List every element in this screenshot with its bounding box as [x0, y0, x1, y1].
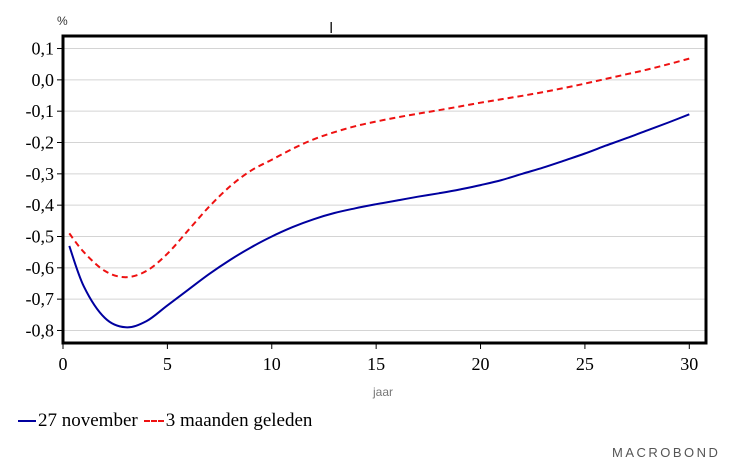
plot-frame	[61, 34, 708, 345]
y-tick-label: -0,3	[26, 164, 55, 184]
legend-item-3-maanden-geleden: 3 maanden geleden	[143, 410, 313, 432]
y-tick-label: 0,0	[32, 70, 55, 90]
series-layer	[68, 57, 690, 329]
y-tick-label: 0,1	[32, 39, 55, 59]
text-cursor-icon: I	[329, 19, 334, 37]
x-tick-label: 30	[680, 354, 698, 374]
legend-solid-line-icon	[18, 420, 36, 422]
x-tick-label: 0	[59, 354, 68, 374]
series-line-27-november	[68, 113, 690, 329]
y-unit-label: %	[57, 14, 68, 28]
y-tick-label: -0,8	[26, 320, 55, 340]
x-tick-label: 20	[472, 354, 490, 374]
axes: 0,1 0,0 -0,1 -0,2 -0,3 -0,4 -0,5 -0,6 -0,7 -0,80 5…	[26, 39, 699, 374]
x-tick-label: 25	[576, 354, 594, 374]
x-tick-label: 10	[263, 354, 281, 374]
legend-item-27-november: 27 november	[18, 410, 138, 432]
brand-logo: MACROBOND	[612, 445, 721, 460]
x-tick-label: 5	[163, 354, 172, 374]
legend-label: 27 november	[38, 410, 138, 431]
legend: 27 november 3 maanden geleden	[18, 410, 318, 432]
chart: 0,1 0,0 -0,1 -0,2 -0,3 -0,4 -0,5 -0,6 -0,7 -0,80 5…	[26, 14, 708, 399]
y-tick-label: -0,1	[26, 101, 55, 121]
y-tick-label: -0,7	[26, 289, 55, 309]
y-tick-label: -0,5	[26, 226, 55, 246]
y-tick-label: -0,4	[26, 195, 55, 215]
series-line-3-maanden-geleden	[68, 57, 690, 279]
x-axis-label: jaar	[372, 385, 393, 399]
legend-label: 3 maanden geleden	[165, 410, 313, 431]
y-tick-label: -0,2	[26, 133, 55, 153]
y-tick-label: -0,6	[26, 258, 55, 278]
legend-dashed-line-icon	[143, 420, 164, 422]
x-tick-label: 15	[367, 354, 385, 374]
gridlines	[63, 48, 706, 331]
